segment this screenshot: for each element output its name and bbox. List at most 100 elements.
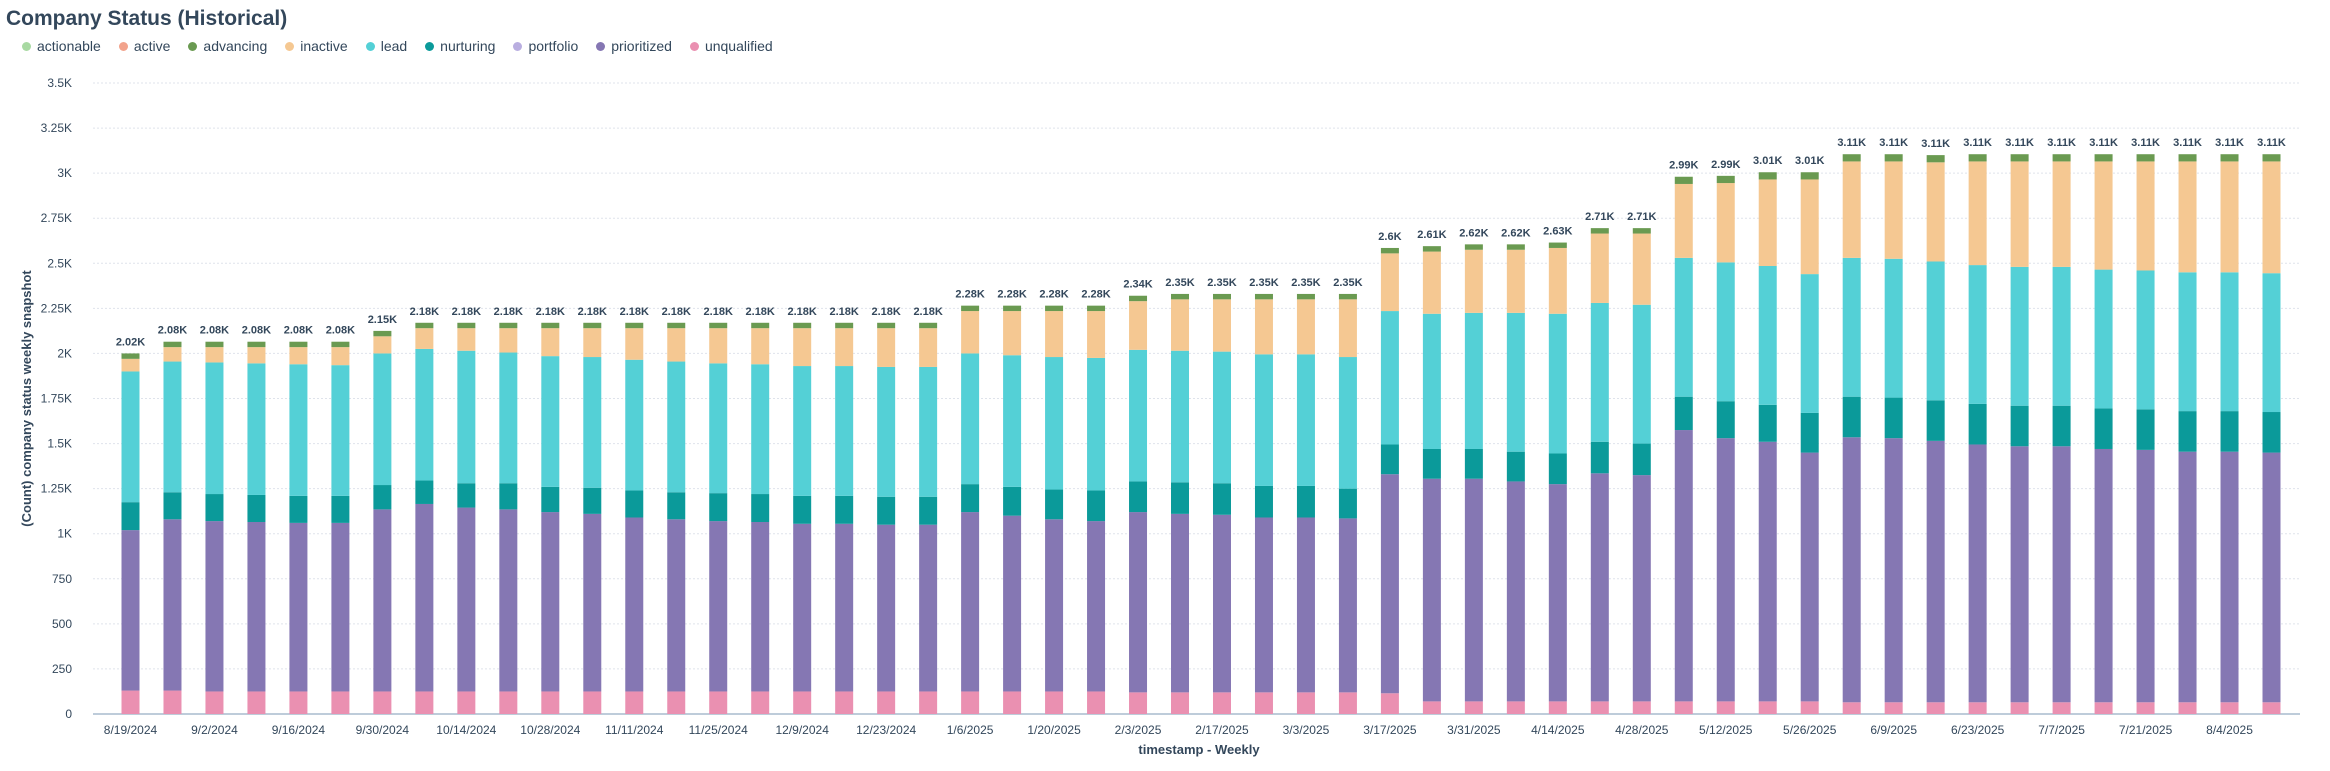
bar-segment-prioritized <box>961 512 980 692</box>
total-data-label: 3.11K <box>1921 138 1950 150</box>
bar-segment-nurturing <box>793 495 812 524</box>
bar-segment-advancing <box>1171 293 1190 300</box>
bar-segment-inactive <box>625 328 644 360</box>
bar-segment-advancing <box>331 341 350 348</box>
bar-segment-lead <box>1506 312 1525 452</box>
bar-segment-advancing <box>1296 293 1315 300</box>
bar-segment-unqualified <box>1674 701 1693 714</box>
bar-segment-unqualified <box>877 691 896 714</box>
bar-segment-inactive <box>2178 161 2197 273</box>
total-data-label: 2.35K <box>1207 277 1236 289</box>
y-tick-label: 500 <box>52 617 72 631</box>
bar-segment-lead <box>121 371 140 503</box>
bar-segment-prioritized <box>373 509 392 692</box>
bar-segment-nurturing <box>2052 405 2071 447</box>
bar-segment-advancing <box>2136 154 2155 162</box>
bar-segment-nurturing <box>1087 490 1106 522</box>
bar-segment-lead <box>1045 357 1064 490</box>
total-data-label: 2.28K <box>997 289 1026 301</box>
legend-item-inactive[interactable]: inactive <box>285 38 348 54</box>
total-data-label: 3.11K <box>1879 137 1908 149</box>
x-tick-label: 10/14/2024 <box>436 723 496 737</box>
bar-segment-prioritized <box>1045 519 1064 692</box>
total-data-label: 2.18K <box>871 306 900 318</box>
bar-segment-nurturing <box>121 502 140 531</box>
bar-segment-inactive <box>1842 161 1861 258</box>
legend-swatch-icon <box>513 41 523 51</box>
bar-segment-lead <box>1926 261 1945 401</box>
legend-item-unqualified[interactable]: unqualified <box>689 38 773 54</box>
total-data-label: 2.08K <box>200 325 229 337</box>
bar-segment-advancing <box>1842 154 1861 162</box>
x-tick-label: 3/3/2025 <box>1283 723 1330 737</box>
bar-segment-nurturing <box>835 495 854 524</box>
bar-segment-prioritized <box>1716 438 1735 702</box>
bar-segment-prioritized <box>205 521 224 692</box>
bar-segment-prioritized <box>1003 515 1022 692</box>
bar-segment-unqualified <box>1212 692 1231 714</box>
bar-segment-unqualified <box>709 691 728 714</box>
bar-segment-inactive <box>961 311 980 354</box>
total-data-label: 2.71K <box>1627 211 1656 223</box>
bar-segment-inactive <box>1758 179 1777 266</box>
bar-segment-inactive <box>331 347 350 366</box>
bar-segment-nurturing <box>541 486 560 513</box>
bar-segment-advancing <box>1674 176 1693 184</box>
legend-label: active <box>133 38 171 54</box>
bar-segment-advancing <box>919 322 938 329</box>
legend-item-nurturing[interactable]: nurturing <box>425 38 495 54</box>
bar-segment-unqualified <box>2220 702 2239 714</box>
x-tick-label: 3/17/2025 <box>1363 723 1417 737</box>
y-tick-label: 3K <box>57 166 72 180</box>
legend-item-lead[interactable]: lead <box>365 38 407 54</box>
bar-segment-advancing <box>457 322 476 329</box>
bar-segment-advancing <box>1926 155 1945 163</box>
legend-item-advancing[interactable]: advancing <box>188 38 267 54</box>
bar-segment-prioritized <box>877 524 896 692</box>
bar-segment-prioritized <box>793 523 812 692</box>
bar-segment-unqualified <box>667 691 686 714</box>
bar-segment-advancing <box>2178 154 2197 162</box>
bar-segment-advancing <box>1003 305 1022 312</box>
y-tick-label: 0 <box>65 707 72 721</box>
total-data-label: 3.11K <box>1837 137 1866 149</box>
bar-segment-prioritized <box>247 521 266 692</box>
legend-item-active[interactable]: active <box>118 38 171 54</box>
bar-segment-lead <box>205 362 224 495</box>
bar-segment-prioritized <box>2262 452 2281 703</box>
bar-segment-lead <box>415 348 434 481</box>
legend-item-actionable[interactable]: actionable <box>22 38 101 54</box>
bar-segment-prioritized <box>415 503 434 692</box>
bar-segment-prioritized <box>163 519 182 691</box>
legend-item-portfolio[interactable]: portfolio <box>513 38 578 54</box>
bar-segment-unqualified <box>1003 691 1022 714</box>
x-tick-label: 8/4/2025 <box>2206 723 2253 737</box>
bar-segment-prioritized <box>1296 517 1315 693</box>
bar-segment-advancing <box>1380 247 1399 254</box>
bar-segment-lead <box>163 361 182 493</box>
bar-segment-prioritized <box>919 524 938 692</box>
bar-segment-lead <box>1548 313 1567 454</box>
x-tick-label: 2/17/2025 <box>1195 723 1249 737</box>
bar-segment-nurturing <box>1254 485 1273 518</box>
bar-segment-inactive <box>1674 183 1693 258</box>
bar-segment-lead <box>373 353 392 486</box>
bar-segment-lead <box>667 361 686 493</box>
total-data-label: 3.11K <box>2215 137 2244 149</box>
bar-segment-inactive <box>289 347 308 365</box>
legend-label: prioritized <box>611 38 672 54</box>
bar-segment-lead <box>625 359 644 491</box>
bar-segment-inactive <box>2220 161 2239 273</box>
bar-segment-nurturing <box>877 496 896 525</box>
bar-segment-nurturing <box>1338 488 1357 519</box>
legend-item-prioritized[interactable]: prioritized <box>596 38 672 54</box>
bar-segment-nurturing <box>1296 485 1315 518</box>
bar-segment-advancing <box>1422 246 1441 252</box>
bar-segment-nurturing <box>163 492 182 520</box>
bar-segment-advancing <box>1716 175 1735 184</box>
total-data-label: 2.35K <box>1165 277 1194 289</box>
bar-segment-inactive <box>1087 311 1106 358</box>
bar-segment-lead <box>1968 265 1987 404</box>
legend-label: nurturing <box>440 38 496 54</box>
legend-label: inactive <box>300 38 348 54</box>
